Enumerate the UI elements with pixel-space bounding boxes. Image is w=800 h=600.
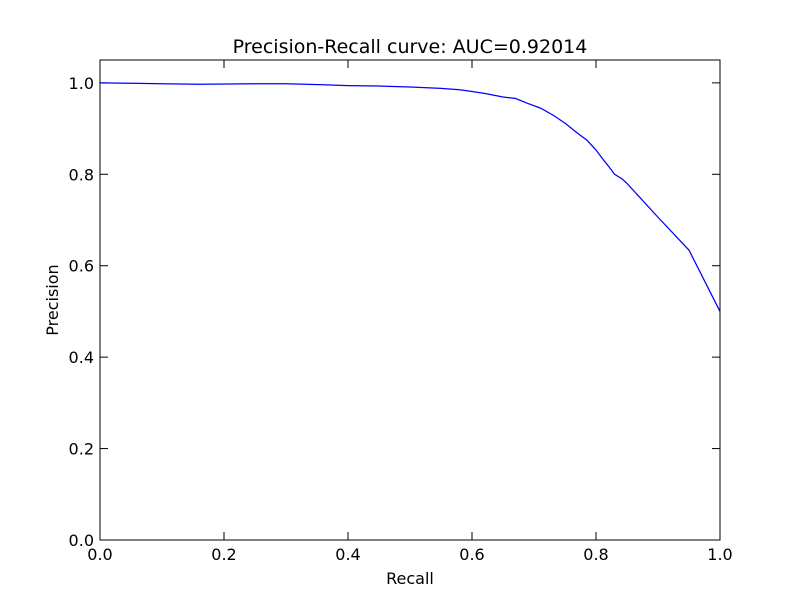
x-tick-label: 1.0 bbox=[707, 545, 732, 564]
y-tick-label: 0.0 bbox=[69, 531, 94, 550]
y-tick-label: 0.8 bbox=[69, 165, 94, 184]
x-tick-label: 0.0 bbox=[87, 545, 112, 564]
y-tick-label: 0.6 bbox=[69, 257, 94, 276]
x-tick-label: 0.4 bbox=[335, 545, 360, 564]
chart-title: Precision-Recall curve: AUC=0.92014 bbox=[233, 36, 588, 58]
y-tick-label: 0.4 bbox=[69, 348, 94, 367]
x-tick-label: 0.2 bbox=[211, 545, 236, 564]
plot-frame bbox=[99, 59, 721, 541]
precision-recall-line bbox=[99, 82, 721, 312]
y-axis-label: Precision bbox=[43, 264, 62, 335]
y-tick-label: 1.0 bbox=[69, 74, 94, 93]
x-tick-label: 0.8 bbox=[583, 545, 608, 564]
x-axis-label: Recall bbox=[386, 569, 434, 588]
plot-background bbox=[100, 60, 720, 540]
x-tick-label: 0.6 bbox=[459, 545, 484, 564]
y-tick-label: 0.2 bbox=[69, 440, 94, 459]
tick-labels: 0.0 0.2 0.4 0.6 0.8 1.0 0.0 0.2 0.4 0.6 0.8 1.0 bbox=[69, 74, 733, 564]
